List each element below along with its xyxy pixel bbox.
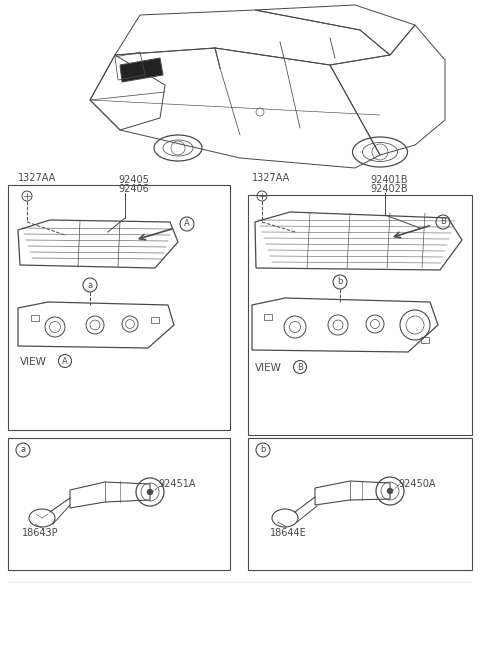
Circle shape (387, 488, 393, 494)
Bar (264, 314, 272, 320)
Bar (31, 315, 39, 321)
Text: 92451A: 92451A (158, 479, 195, 489)
Text: b: b (337, 278, 343, 286)
Text: 1327AA: 1327AA (18, 173, 56, 183)
Text: 92406: 92406 (118, 184, 149, 194)
Text: 92405: 92405 (118, 175, 149, 185)
Text: 18643P: 18643P (22, 528, 59, 538)
Text: a: a (21, 445, 25, 454)
Text: A: A (62, 357, 68, 366)
Text: 18644E: 18644E (270, 528, 307, 538)
Text: 92401B: 92401B (370, 175, 408, 185)
Text: VIEW: VIEW (20, 357, 47, 367)
Text: 1327AA: 1327AA (252, 173, 290, 183)
Circle shape (147, 489, 153, 495)
Text: 92402B: 92402B (370, 184, 408, 194)
Text: 92450A: 92450A (398, 479, 435, 489)
Bar (248, 195, 472, 435)
Text: B: B (297, 363, 303, 372)
Bar (8, 185, 230, 430)
Text: B: B (440, 218, 446, 226)
Polygon shape (120, 58, 163, 82)
Text: b: b (260, 445, 266, 454)
Text: A: A (184, 220, 190, 228)
Bar (151, 317, 159, 323)
Bar (248, 438, 472, 570)
Bar (421, 337, 429, 343)
Text: VIEW: VIEW (255, 363, 282, 373)
Bar (8, 438, 230, 570)
Text: a: a (87, 280, 93, 289)
